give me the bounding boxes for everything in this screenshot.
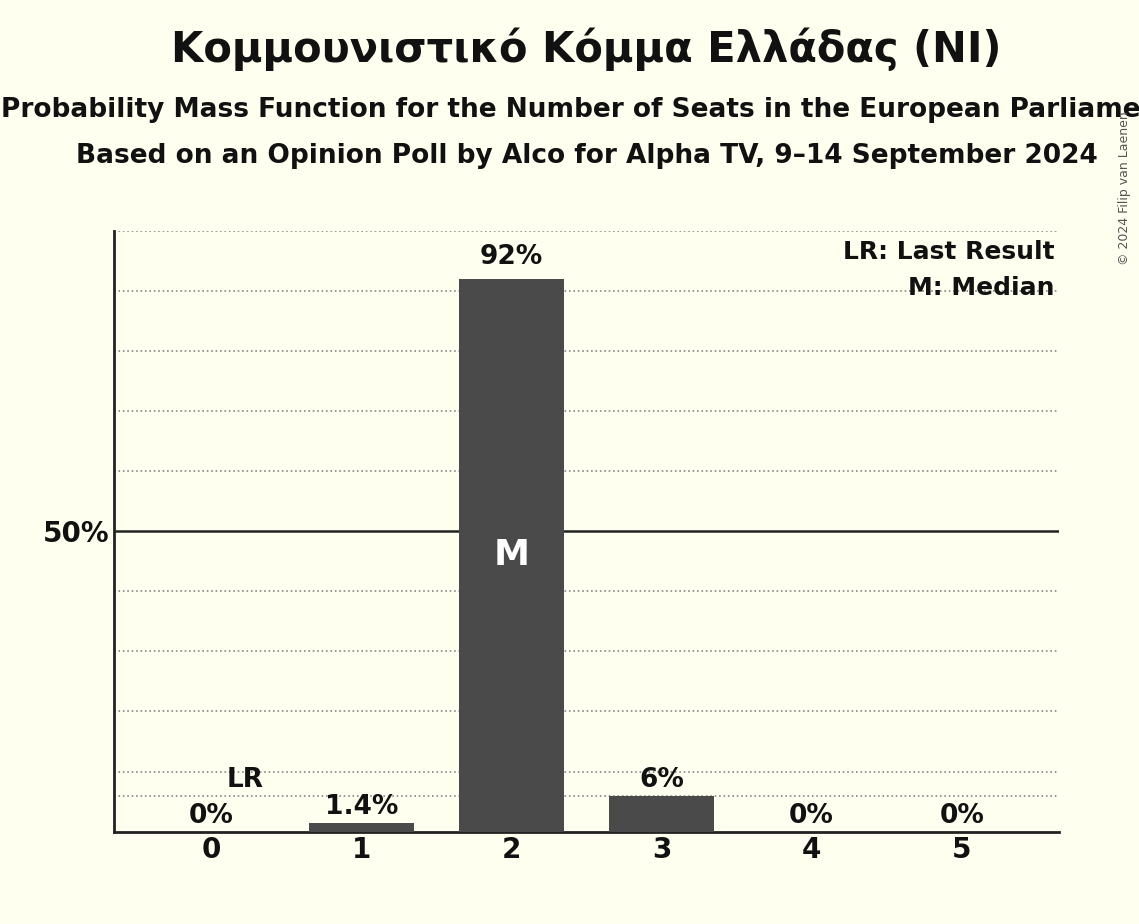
Text: Based on an Opinion Poll by Alco for Alpha TV, 9–14 September 2024: Based on an Opinion Poll by Alco for Alp… (75, 143, 1098, 169)
Text: LR: LR (227, 767, 263, 793)
Text: © 2024 Filip van Laenen: © 2024 Filip van Laenen (1118, 111, 1131, 264)
Text: 1.4%: 1.4% (325, 795, 399, 821)
Text: 0%: 0% (940, 803, 984, 829)
Bar (609, 796, 714, 832)
Text: 92%: 92% (480, 244, 543, 270)
Text: Probability Mass Function for the Number of Seats in the European Parliament: Probability Mass Function for the Number… (1, 97, 1139, 123)
Text: M: Median: M: Median (908, 276, 1055, 300)
Text: LR: Last Result: LR: Last Result (843, 240, 1055, 264)
Text: M: M (493, 539, 530, 572)
Text: 0%: 0% (789, 803, 834, 829)
Text: 0%: 0% (189, 803, 233, 829)
Bar (459, 279, 564, 832)
Bar (309, 823, 413, 832)
Text: Κομμουνιστικό Κόμμα Ελλάδας (NI): Κομμουνιστικό Κόμμα Ελλάδας (NI) (171, 28, 1002, 71)
Text: 6%: 6% (639, 767, 685, 793)
